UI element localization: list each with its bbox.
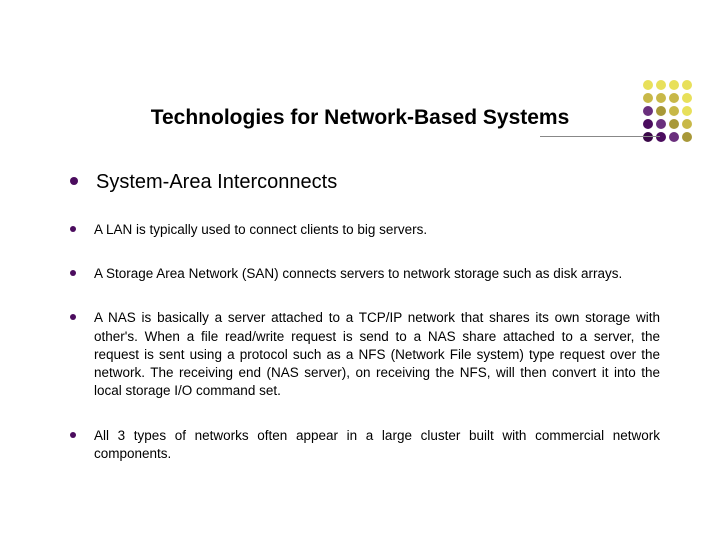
title-block: Technologies for Network-Based Systems [90,106,630,134]
bullet-item-3: A NAS is basically a server attached to … [70,309,660,400]
decoration-dot [669,119,679,129]
bullet-icon [70,314,76,320]
bullet-text: A LAN is typically used to connect clien… [94,221,660,239]
bullet-text: A NAS is basically a server attached to … [94,309,660,400]
bullet-item-1: A LAN is typically used to connect clien… [70,221,660,239]
bullet-text: All 3 types of networks often appear in … [94,427,660,463]
decoration-dot [656,132,666,142]
decoration-dot [656,93,666,103]
bullet-icon [70,432,76,438]
decoration-dot [643,80,653,90]
decoration-dot [669,80,679,90]
bullet-icon [70,226,76,232]
decoration-dot [682,132,692,142]
decoration-dot [643,132,653,142]
decoration-dot [643,106,653,116]
decoration-dot [656,119,666,129]
decoration-dot [643,119,653,129]
bullet-item-4: All 3 types of networks often appear in … [70,427,660,463]
bullet-item-2: A Storage Area Network (SAN) connects se… [70,265,660,283]
slide-title: Technologies for Network-Based Systems [90,106,630,134]
bullet-text: System-Area Interconnects [96,170,660,195]
decoration-dot [669,132,679,142]
decoration-dot [669,106,679,116]
content-area: System-Area Interconnects A LAN is typic… [70,170,660,489]
corner-decoration [643,80,692,142]
bullet-item-main: System-Area Interconnects [70,170,660,195]
decoration-dot [682,106,692,116]
title-underline [540,136,660,137]
decoration-dot [669,93,679,103]
decoration-dot [682,93,692,103]
decoration-dot [682,119,692,129]
decoration-dot [682,80,692,90]
decoration-dot [643,93,653,103]
decoration-dot [656,106,666,116]
bullet-icon [70,270,76,276]
bullet-text: A Storage Area Network (SAN) connects se… [94,265,660,283]
bullet-icon [70,177,78,185]
decoration-dot [656,80,666,90]
